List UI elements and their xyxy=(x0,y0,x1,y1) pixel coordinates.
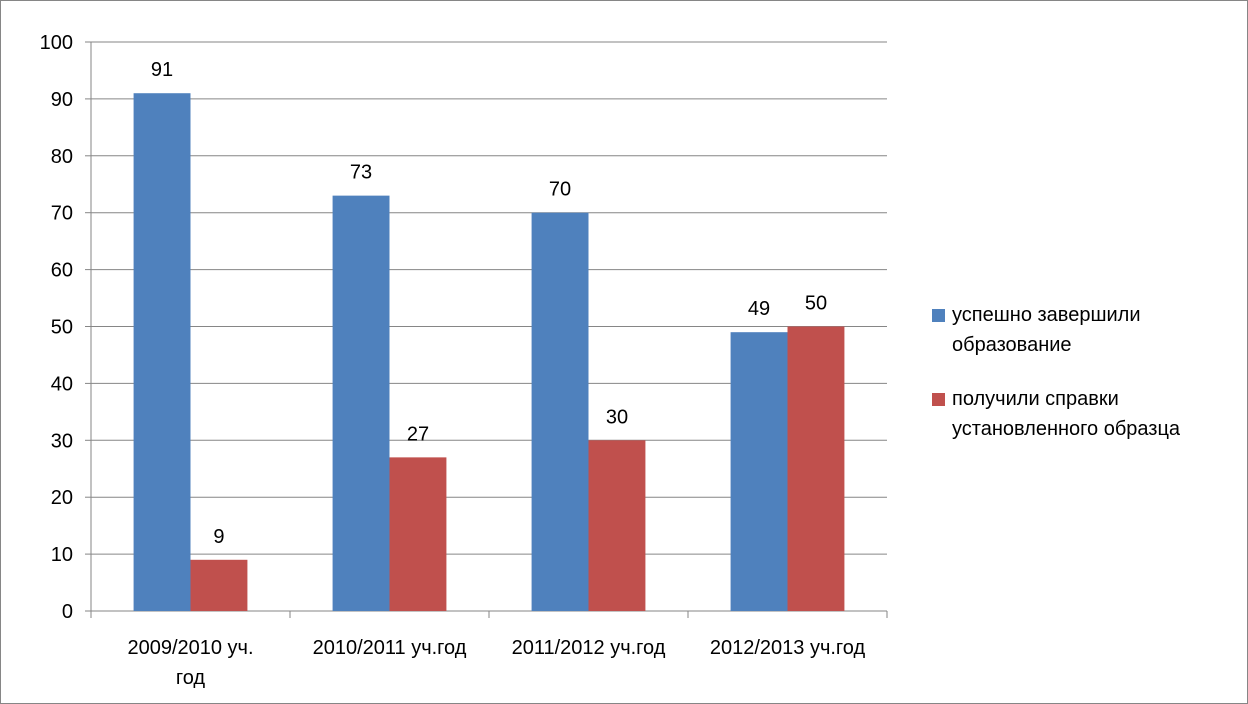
y-tick-label-10: 10 xyxy=(51,544,73,566)
data-label-series-2-cat-1: 9 xyxy=(213,526,224,548)
legend: успешно завершили образование получили с… xyxy=(932,300,1242,468)
legend-label-series-1-line-1: успешно завершили xyxy=(952,304,1141,326)
legend-label-series-2-line-1: получили справки xyxy=(952,388,1119,410)
bar-series-1-cat-2 xyxy=(332,195,390,611)
y-tick-label-50: 50 xyxy=(51,317,73,339)
bar-series-1-cat-3 xyxy=(531,212,589,611)
axes: 0 10 20 30 40 50 60 70 80 90 100 2009/2010 уч. год 20… xyxy=(40,32,888,689)
y-tick-label-40: 40 xyxy=(51,373,73,395)
data-label-series-1-cat-3: 70 xyxy=(549,179,571,201)
y-tick-label-80: 80 xyxy=(51,146,73,168)
bar-series-1-cat-4 xyxy=(730,332,788,611)
y-tick-label-20: 20 xyxy=(51,487,73,509)
data-label-series-2-cat-3: 30 xyxy=(606,406,628,428)
y-tick-label-90: 90 xyxy=(51,89,73,111)
data-label-series-1-cat-1: 91 xyxy=(151,59,173,81)
bar-series-2-cat-2 xyxy=(389,457,447,611)
x-tick-label-1-line-1: 2009/2010 уч. xyxy=(127,637,253,659)
bar-series-2-cat-3 xyxy=(588,440,646,611)
x-tick-label-3: 2011/2012 уч.год xyxy=(512,637,666,659)
legend-label-series-2-line-2: установленного образца xyxy=(952,418,1181,440)
data-label-series-2-cat-2: 27 xyxy=(407,423,429,445)
y-tick-label-60: 60 xyxy=(51,260,73,282)
data-label-series-1-cat-2: 73 xyxy=(350,162,372,184)
bars xyxy=(133,93,845,611)
x-tick-label-4: 2012/2013 уч.год xyxy=(710,637,866,659)
x-tick-label-2: 2010/2011 уч.год xyxy=(313,637,467,659)
legend-item-series-2: получили справки установленного образца xyxy=(932,384,1242,444)
legend-swatch-series-1 xyxy=(932,309,945,322)
legend-swatch-series-2 xyxy=(932,393,945,406)
y-tick-label-30: 30 xyxy=(51,430,73,452)
y-tick-label-100: 100 xyxy=(40,32,73,54)
bar-series-2-cat-4 xyxy=(787,326,845,611)
bar-series-2-cat-1 xyxy=(190,559,248,611)
legend-item-series-1: успешно завершили образование xyxy=(932,300,1242,360)
y-tick-label-70: 70 xyxy=(51,203,73,225)
legend-label-series-1-line-2: образование xyxy=(952,334,1072,356)
bar-series-1-cat-1 xyxy=(133,93,191,611)
x-tick-label-1-line-2: год xyxy=(176,667,206,689)
data-labels: 91 9 73 27 70 30 49 50 xyxy=(151,59,827,548)
data-label-series-2-cat-4: 50 xyxy=(805,293,827,315)
y-tick-label-0: 0 xyxy=(62,601,73,623)
data-label-series-1-cat-4: 49 xyxy=(748,298,770,320)
